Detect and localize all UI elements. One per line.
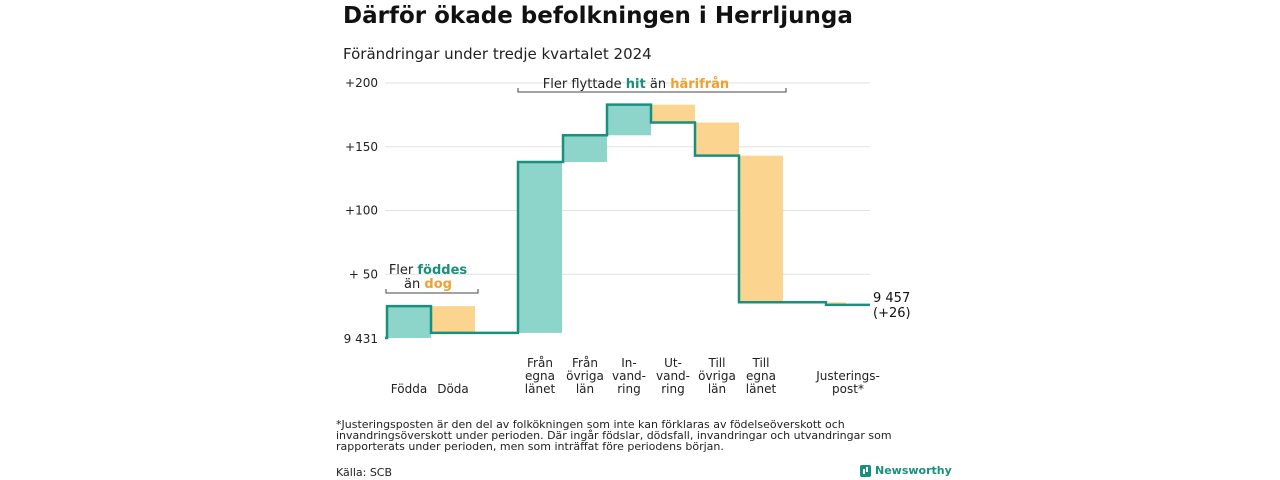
x-category-label: post*	[832, 382, 864, 396]
cumulative-line	[385, 103, 870, 340]
y-tick-label: +200	[345, 76, 378, 90]
bar-increase	[387, 306, 431, 338]
annotation-births-deaths: Fler föddes	[389, 263, 468, 278]
brand-logo: Newsworthy	[860, 464, 952, 477]
x-category-label: övriga	[698, 369, 736, 383]
x-category-label: Till	[752, 356, 770, 370]
x-category-label: Från	[572, 356, 598, 370]
x-category-label: län	[708, 382, 726, 396]
source-note: Källa: SCB	[336, 466, 393, 479]
x-category-label: ring	[617, 382, 641, 396]
x-category-label: Ut-	[664, 356, 682, 370]
start-value-label: 9 431	[344, 332, 378, 346]
y-tick-label: +100	[345, 204, 378, 218]
y-tick-label: + 50	[349, 267, 378, 281]
x-category-label: egna	[525, 369, 555, 383]
footnote: *Justeringsposten är den del av folkökni…	[336, 418, 892, 453]
bar-decrease	[695, 122, 739, 156]
bar-increase	[607, 104, 651, 136]
annotation-migration: Fler flyttade hit än härifrån	[543, 77, 729, 92]
x-category-label: Födda	[391, 382, 427, 396]
x-category-label: vand-	[656, 369, 690, 383]
x-category-label: övriga	[566, 369, 604, 383]
x-category-label: länet	[746, 382, 777, 396]
y-tick-label: +150	[345, 140, 378, 154]
bar-decrease	[828, 302, 846, 305]
x-category-label: ring	[661, 382, 685, 396]
annotation-births-deaths: än dog	[404, 277, 452, 292]
x-category-label: In-	[621, 356, 636, 370]
newsworthy-icon	[860, 464, 871, 477]
chart-title: Därför ökade befolkningen i Herrljunga	[343, 3, 853, 29]
bar-decrease	[651, 104, 695, 123]
brand-name: Newsworthy	[875, 464, 952, 477]
x-category-label: länet	[525, 382, 556, 396]
x-category-label: Till	[708, 356, 726, 370]
x-category-label: Döda	[437, 382, 469, 396]
chart-subtitle: Förändringar under tredje kvartalet 2024	[343, 45, 652, 63]
bar-increase	[563, 135, 607, 163]
x-category-label: egna	[746, 369, 776, 383]
end-value-label: 9 457	[873, 291, 910, 306]
x-category-label: Justerings-	[815, 369, 880, 383]
bar-decrease	[431, 306, 475, 333]
annotation-bracket	[517, 88, 787, 93]
bar-increase	[518, 162, 562, 333]
x-category-label: län	[576, 382, 594, 396]
end-value-label: (+26)	[873, 306, 911, 321]
x-category-label: vand-	[612, 369, 646, 383]
x-category-label: Från	[527, 356, 553, 370]
bar-decrease	[739, 155, 783, 303]
annotation-bracket	[385, 289, 479, 294]
